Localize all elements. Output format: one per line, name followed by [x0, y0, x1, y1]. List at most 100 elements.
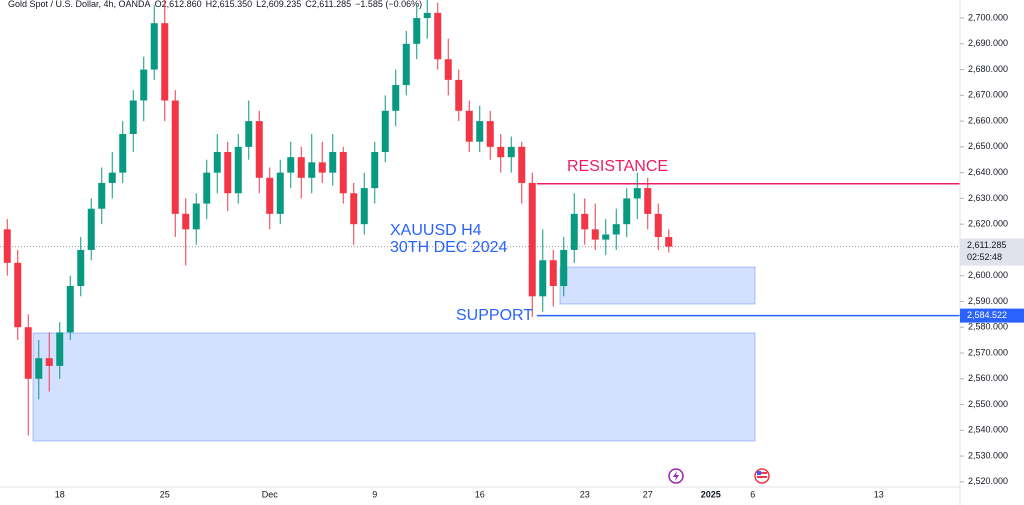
- y-tick-label: 2,690.000: [968, 38, 1008, 48]
- candle-body: [329, 152, 337, 173]
- annotation: XAUUSD H4: [390, 222, 482, 239]
- plot: [0, 0, 960, 436]
- candle-body: [644, 188, 652, 214]
- y-tick-label: 2,530.000: [968, 450, 1008, 460]
- candle-body: [602, 234, 610, 240]
- x-tick-label: Dec: [262, 489, 279, 499]
- candle-body: [234, 146, 242, 194]
- demand-zone: [559, 266, 756, 305]
- demand-zone: [32, 332, 756, 442]
- candle-body: [308, 162, 316, 178]
- candle-body: [77, 249, 85, 287]
- candle-body: [203, 172, 211, 204]
- annotation: 30TH DEC 2024: [390, 239, 507, 256]
- candle-body: [140, 69, 148, 101]
- symbol-title: Gold Spot / U.S. Dollar, 4h, OANDA: [8, 0, 151, 9]
- candle-body: [539, 260, 547, 297]
- legend-header: Gold Spot / U.S. Dollar, 4h, OANDA O2,612…: [8, 0, 422, 9]
- candle-body: [633, 188, 641, 199]
- candle-body: [371, 152, 379, 189]
- candle-body: [129, 100, 137, 134]
- x-tick-label: 25: [160, 489, 170, 499]
- event-icon-bolt: [673, 471, 679, 481]
- candle-body: [24, 327, 32, 379]
- candle-body: [287, 157, 295, 173]
- x-tick-label: 16: [475, 489, 485, 499]
- candle-body: [612, 224, 620, 235]
- x-tick-label: 23: [580, 489, 590, 499]
- candle-body: [119, 133, 127, 173]
- candle-body: [266, 177, 274, 214]
- candle-body: [150, 23, 158, 70]
- candle-body: [392, 85, 400, 111]
- candle-body: [423, 12, 431, 19]
- x-tick-label: 18: [55, 489, 65, 499]
- candle-body: [14, 262, 22, 328]
- y-tick-label: 2,560.000: [968, 373, 1008, 383]
- x-tick-label: 13: [874, 489, 884, 499]
- annotation: SUPPORT: [456, 307, 533, 324]
- candle-body: [455, 79, 463, 111]
- flag-stripe: [757, 472, 767, 474]
- y-tick-label: 2,600.000: [968, 270, 1008, 280]
- candle-body: [381, 110, 389, 153]
- candle-body: [350, 193, 358, 225]
- ohlc-key: L: [256, 0, 261, 9]
- candle-body: [560, 249, 568, 287]
- candle-body: [108, 172, 116, 183]
- candle-body: [413, 18, 421, 44]
- y-tick-label: 2,580.000: [968, 322, 1008, 332]
- candle-body: [570, 213, 578, 250]
- candle-body: [486, 121, 494, 147]
- event-icon[interactable]: [668, 468, 684, 484]
- candle-body: [434, 12, 442, 60]
- zones: [32, 266, 756, 442]
- y-tick-label: 2,520.000: [968, 476, 1008, 486]
- candle-body: [549, 260, 557, 287]
- y-tick-label: 2,660.000: [968, 115, 1008, 125]
- ohlc-value: 2,615.350: [212, 0, 252, 9]
- flag-canton: [757, 471, 761, 475]
- candle-body: [497, 146, 505, 158]
- candle-body: [654, 213, 662, 238]
- candle-body: [98, 182, 106, 209]
- candle-body: [276, 172, 284, 214]
- candle-body: [476, 121, 484, 142]
- last-price-box: [960, 238, 1024, 266]
- y-tick-label: 2,590.000: [968, 296, 1008, 306]
- y-tick-label: 2,670.000: [968, 90, 1008, 100]
- candle-body: [528, 182, 536, 297]
- countdown-label: 02:52:48: [967, 252, 1002, 262]
- y-tick-label: 2,630.000: [968, 193, 1008, 203]
- candle-body: [623, 198, 631, 225]
- candle-body: [318, 162, 326, 173]
- candle-body: [339, 152, 347, 194]
- candle-body: [161, 23, 169, 101]
- candle-body: [56, 332, 64, 366]
- candle-body: [171, 100, 179, 214]
- candle-body: [87, 208, 95, 250]
- flag-stripe: [757, 476, 767, 478]
- y-tick-label: 2,540.000: [968, 425, 1008, 435]
- candle-body: [665, 237, 673, 247]
- flag-icon[interactable]: [754, 468, 770, 484]
- candle-body: [213, 152, 221, 173]
- change: −1.585 (−0.06%): [355, 0, 422, 9]
- support-price-label: 2,584.522: [967, 310, 1007, 320]
- candle-body: [591, 229, 599, 240]
- candle-body: [35, 358, 43, 379]
- ohlc-value: 2,611.285: [312, 0, 351, 9]
- candle-body: [182, 213, 190, 230]
- annotation: RESISTANCE: [567, 158, 668, 175]
- candle-body: [581, 213, 589, 230]
- x-tick-label: 2025: [701, 489, 721, 499]
- candle-body: [465, 110, 473, 142]
- y-tick-label: 2,640.000: [968, 167, 1008, 177]
- ohlc-value: 2,612.860: [162, 0, 202, 9]
- x-tick-label: 6: [750, 489, 755, 499]
- candle-body: [224, 152, 232, 194]
- candle-body: [444, 59, 452, 80]
- candle-body: [518, 146, 526, 183]
